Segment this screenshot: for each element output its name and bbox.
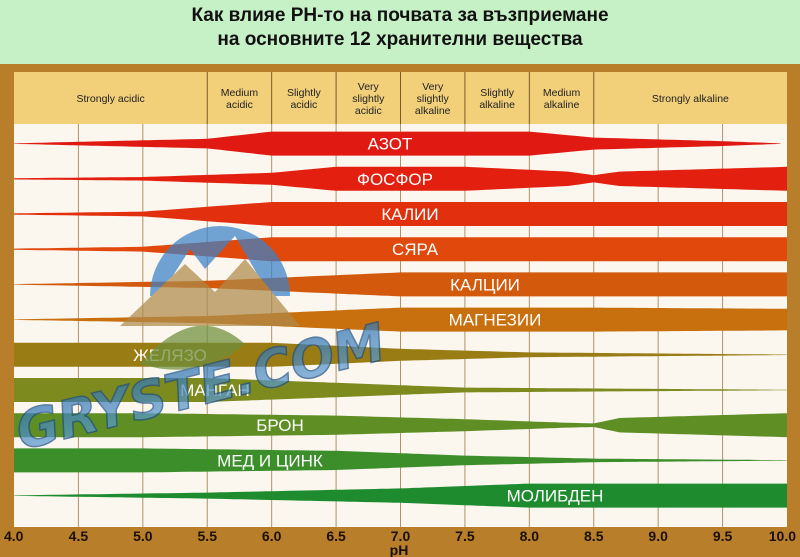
nutrient-band (14, 483, 787, 508)
mountain-leaf-logo-icon (150, 226, 290, 296)
x-tick-label: 7.0 (391, 528, 411, 544)
nutrient-label: КАЛИИ (381, 205, 438, 224)
x-tick-label: 9.5 (713, 528, 733, 544)
x-tick-label: 9.0 (648, 528, 668, 544)
leaf-icon (140, 325, 245, 370)
ph-range-labels: Strongly acidic Medium acidic Slightly acidi… (76, 72, 729, 124)
x-tick-label: 7.5 (455, 528, 475, 544)
x-tick-label: 6.5 (326, 528, 346, 544)
nutrient-band (14, 307, 787, 332)
mountain-icon (120, 259, 300, 326)
x-tick-label: 8.0 (520, 528, 540, 544)
ph-range-label: Medium alkaline (543, 87, 581, 111)
ph-range-label: Slightly alkaline (479, 87, 515, 111)
ph-range-label: Medium acidic (221, 87, 259, 111)
x-tick-label: 5.0 (133, 528, 153, 544)
nutrient-label: МАГНЕЗИИ (449, 311, 542, 330)
x-tick-label: 4.0 (4, 528, 24, 544)
ph-range-label: Very slightly alkaline (415, 81, 451, 117)
nutrient-band (14, 272, 787, 297)
nutrient-band (14, 166, 787, 191)
x-axis-ticks: 4.0 4.5 5.0 5.5 6.0 6.5 7.0 7.5 8.0 8.5 9.0 9.5 10.0 (4, 528, 796, 544)
nutrient-label: БРОН (256, 416, 304, 435)
ph-nutrient-chart: Strongly acidic Medium acidic Slightly acidi… (4, 72, 796, 557)
ph-range-label: Strongly alkaline (652, 93, 729, 105)
ph-range-label: Slightly acidic (287, 87, 322, 111)
nutrient-label: МЕД И ЦИНК (217, 451, 323, 470)
x-tick-label: 4.5 (69, 528, 89, 544)
ph-range-label: Strongly acidic (76, 93, 144, 105)
title-line-2: на основните 12 хранителни вещества (217, 29, 583, 50)
nutrient-band (14, 131, 781, 156)
x-axis-label: pH (390, 542, 409, 557)
nutrient-label: МАНГАН (180, 381, 249, 400)
x-tick-label: 6.0 (262, 528, 282, 544)
nutrient-label: КАЛЦИИ (450, 275, 520, 294)
nutrient-band (14, 202, 787, 226)
title-line-1: Как влияе РН-то на почвата за възприеман… (191, 5, 609, 26)
nutrient-label: ФОСФОР (357, 170, 433, 189)
nutrient-band (14, 413, 787, 438)
ph-range-label: Very slightly acidic (352, 81, 385, 117)
nutrient-band (14, 448, 787, 473)
x-tick-label: 8.5 (584, 528, 604, 544)
nutrient-label: МОЛИБДЕН (507, 487, 604, 506)
x-tick-label: 5.5 (198, 528, 218, 544)
x-tick-label: 10.0 (769, 528, 796, 544)
page-title: Как влияе РН-то на почвата за възприеман… (0, 4, 800, 52)
nutrient-band (14, 378, 787, 402)
nutrient-label: СЯРА (392, 240, 439, 259)
nutrient-label: АЗОТ (368, 135, 413, 154)
